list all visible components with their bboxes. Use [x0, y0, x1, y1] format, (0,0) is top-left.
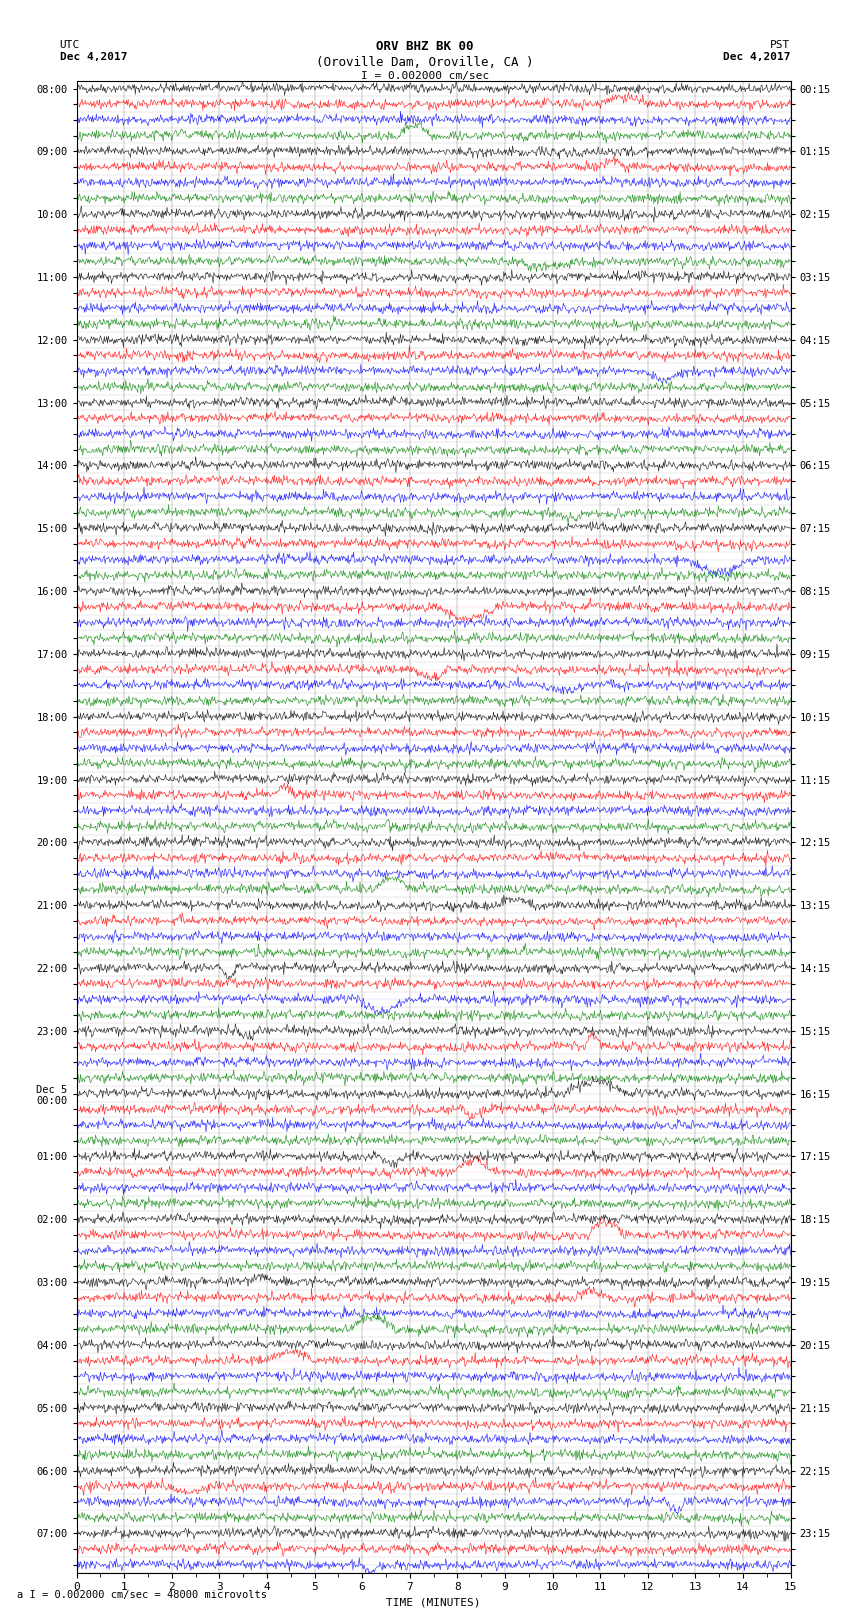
Text: I = 0.002000 cm/sec: I = 0.002000 cm/sec [361, 71, 489, 81]
Text: UTC: UTC [60, 40, 80, 50]
Text: (Oroville Dam, Oroville, CA ): (Oroville Dam, Oroville, CA ) [316, 56, 534, 69]
Text: Dec 4,2017: Dec 4,2017 [60, 52, 127, 61]
Text: a I = 0.002000 cm/sec = 48000 microvolts: a I = 0.002000 cm/sec = 48000 microvolts [17, 1590, 267, 1600]
Text: PST: PST [770, 40, 790, 50]
Text: ORV BHZ BK 00: ORV BHZ BK 00 [377, 40, 473, 53]
X-axis label: TIME (MINUTES): TIME (MINUTES) [386, 1598, 481, 1608]
Text: Dec 4,2017: Dec 4,2017 [723, 52, 791, 61]
